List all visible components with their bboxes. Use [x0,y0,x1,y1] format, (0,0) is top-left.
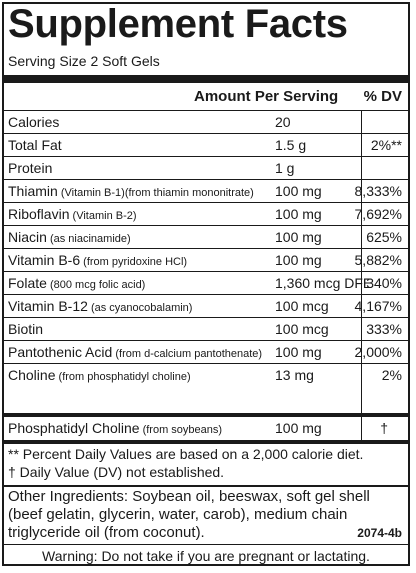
nutrient-name: Protein [8,160,53,176]
nutrient-name: Biotin [8,321,44,337]
nutrient-row: Protein 1 g [4,156,408,179]
nutrient-name: Niacin (as niacinamide) [8,229,131,245]
nutrient-amount: 100 mg [275,206,322,222]
nutrient-source-note: (as cyanocobalamin) [87,302,193,314]
nutrient-dv: 2%** [370,137,402,153]
nutrient-amount: 100 mg [275,229,322,245]
nutrient-name: Pantothenic Acid (from d-calcium pantoth… [8,344,263,360]
nutrient-name: Total Fat [8,137,62,153]
supplement-facts-panel: Supplement Facts Serving Size 2 Soft Gel… [2,2,410,566]
nutrient-amount: 13 mg [275,367,314,383]
nutrient-source-note: (from soybeans) [139,424,223,436]
nutrient-row: Biotin 100 mcg 333% [4,317,408,340]
nutrient-table: Calories 20 Total Fat 1.5 g 2%** Protein… [4,110,408,386]
nutrient-row: Choline (from phosphatidyl choline) 13 m… [4,363,408,386]
nutrient-row: Calories 20 [4,110,408,133]
footnote-divider [4,485,408,487]
dv-column-divider [361,110,362,434]
nutrient-dv: † [380,420,388,436]
nutrient-dv: 5,882% [354,252,402,268]
warning-text: Warning: Do not take if you are pregnant… [42,548,370,564]
nutrient-source-note: (Vitamin B-2) [69,210,137,222]
nutrient-amount: 100 mg [275,420,322,436]
nutrient-dv: 4,167% [354,298,402,314]
nutrient-source-note: (from pyridoxine HCl) [80,256,188,268]
nutrient-amount: 100 mcg [275,321,329,337]
nutrient-row: Total Fat 1.5 g 2%** [4,133,408,156]
nutrient-name: Choline (from phosphatidyl choline) [8,367,191,383]
nutrient-dv: 333% [366,321,402,337]
nutrient-name: Vitamin B-6 (from pyridoxine HCl) [8,252,188,268]
footnotes: ** Percent Daily Values are based on a 2… [8,445,363,481]
nutrient-source-note: (from phosphatidyl choline) [55,371,191,383]
nutrient-row-phosphatidyl-choline: Phosphatidyl Choline (from soybeans) 100… [4,417,408,440]
nutrient-dv: 340% [366,275,402,291]
nutrient-source-note: (from d-calcium pantothenate) [112,348,263,360]
nutrient-amount: 20 [275,114,291,130]
thick-divider-top [4,75,408,83]
nutrient-name: Riboflavin (Vitamin B-2) [8,206,137,222]
product-code: 2074-4b [357,526,402,540]
nutrient-row: Thiamin (Vitamin B-1)(from thiamin monon… [4,179,408,202]
serving-size: Serving Size 2 Soft Gels [8,53,160,69]
nutrient-row: Pantothenic Acid (from d-calcium pantoth… [4,340,408,363]
nutrient-name: Calories [8,114,60,130]
nutrient-row: Vitamin B-6 (from pyridoxine HCl) 100 mg… [4,248,408,271]
dv-column-divider-lower [361,417,362,440]
nutrient-amount: 1 g [275,160,295,176]
thick-divider-middle [4,413,408,417]
nutrient-name: Vitamin B-12 (as cyanocobalamin) [8,298,193,314]
panel-title: Supplement Facts [8,2,348,46]
daily-value-header: % DV [363,88,402,105]
nutrient-row: Riboflavin (Vitamin B-2) 100 mg 7,692% [4,202,408,225]
nutrient-source-note: (Vitamin B-1)(from thiamin mononitrate) [57,187,254,199]
nutrient-source-note: (800 mcg folic acid) [46,279,146,291]
nutrient-row: Folate (800 mcg folic acid) 1,360 mcg DF… [4,271,408,294]
nutrient-dv: 2,000% [354,344,402,360]
nutrient-dv: 2% [381,367,402,383]
footnote-percent-dv: ** Percent Daily Values are based on a 2… [8,446,364,462]
nutrient-row: Vitamin B-12 (as cyanocobalamin) 100 mcg… [4,294,408,317]
nutrient-dv: 7,692% [354,206,402,222]
nutrient-source-note: (as niacinamide) [46,233,131,245]
warning-divider [4,544,408,545]
nutrient-amount: 100 mg [275,183,322,199]
footnote-dv-not-established: † Daily Value (DV) not established. [8,464,225,480]
nutrient-row: Niacin (as niacinamide) 100 mg 625% [4,225,408,248]
nutrient-name: Folate (800 mcg folic acid) [8,275,146,291]
nutrient-dv: 8,333% [354,183,402,199]
thick-divider-bottom [4,440,408,444]
nutrient-amount: 1,360 mcg DFE [275,275,373,291]
nutrient-amount: 100 mg [275,252,322,268]
column-header-row: Amount Per Serving % DV [4,83,408,110]
other-ingredients: Other Ingredients: Soybean oil, beeswax,… [8,488,370,541]
nutrient-amount: 100 mcg [275,298,329,314]
nutrient-dv: 625% [366,229,402,245]
nutrient-amount: 100 mg [275,344,322,360]
nutrient-name: Phosphatidyl Choline (from soybeans) [8,420,223,436]
amount-per-serving-header: Amount Per Serving [194,88,339,105]
nutrient-name: Thiamin (Vitamin B-1)(from thiamin monon… [8,183,254,199]
nutrient-amount: 1.5 g [275,137,307,153]
